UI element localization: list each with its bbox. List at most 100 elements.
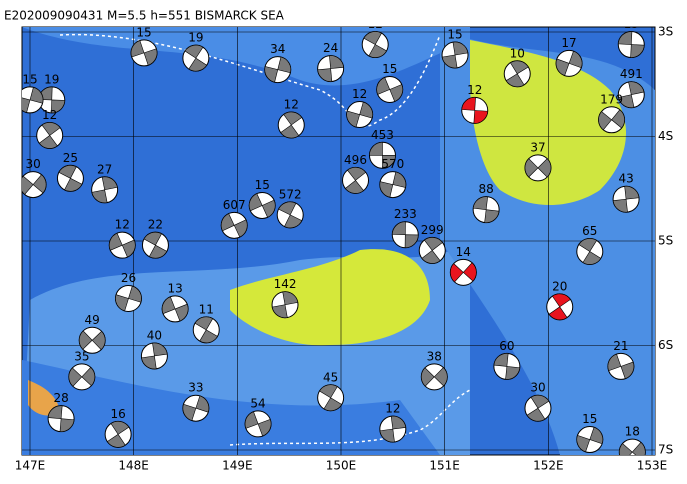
beachball bbox=[617, 31, 645, 59]
beachball bbox=[317, 384, 345, 412]
compression-quadrant bbox=[359, 101, 373, 119]
compression-quadrant bbox=[182, 403, 197, 421]
beachball bbox=[114, 284, 142, 312]
compression-quadrant bbox=[578, 238, 598, 252]
compression-quadrant bbox=[22, 97, 31, 113]
depth-label: 607 bbox=[223, 198, 246, 212]
compression-quadrant bbox=[47, 405, 63, 419]
beachball bbox=[220, 211, 248, 239]
compression-quadrant bbox=[617, 31, 633, 45]
compression-quadrant bbox=[271, 304, 288, 319]
compression-quadrant bbox=[509, 60, 529, 75]
compression-quadrant bbox=[530, 394, 550, 409]
depth-label: 15 bbox=[582, 412, 597, 426]
beachball bbox=[546, 293, 574, 321]
depth-label: 21 bbox=[613, 339, 628, 353]
depth-label: 11 bbox=[199, 302, 214, 316]
beachball bbox=[182, 44, 210, 72]
depth-label: 35 bbox=[74, 349, 89, 363]
compression-quadrant bbox=[576, 434, 591, 453]
compression-quadrant bbox=[329, 55, 344, 69]
compression-quadrant bbox=[628, 81, 645, 96]
compression-quadrant bbox=[607, 353, 622, 372]
compression-quadrant bbox=[161, 296, 176, 315]
beachball bbox=[346, 101, 374, 129]
compression-quadrant bbox=[376, 77, 391, 95]
depth-label: 28 bbox=[53, 391, 68, 405]
compression-quadrant bbox=[551, 293, 571, 308]
beachball bbox=[244, 410, 272, 438]
depth-label: 13 bbox=[167, 281, 182, 295]
compression-quadrant bbox=[368, 44, 387, 58]
compression-quadrant bbox=[582, 251, 602, 265]
y-tick-label: 7S bbox=[658, 443, 673, 457]
compression-quadrant bbox=[472, 196, 488, 210]
beachball bbox=[68, 363, 96, 391]
beachball bbox=[576, 426, 604, 454]
compression-quadrant bbox=[317, 68, 333, 82]
compression-quadrant bbox=[598, 111, 612, 131]
compression-quadrant bbox=[452, 41, 469, 56]
depth-label: 27 bbox=[97, 162, 112, 176]
compression-quadrant bbox=[524, 158, 539, 178]
depth-label: 38 bbox=[427, 349, 442, 363]
compression-quadrant bbox=[382, 155, 396, 169]
compression-quadrant bbox=[22, 175, 34, 195]
compression-quadrant bbox=[233, 219, 248, 238]
beachball bbox=[376, 75, 404, 103]
compression-quadrant bbox=[38, 135, 58, 149]
depth-label: 10 bbox=[510, 46, 525, 60]
depth-label: 22 bbox=[148, 218, 163, 232]
compression-quadrant bbox=[29, 87, 44, 104]
compression-quadrant bbox=[194, 316, 214, 331]
depth-label: 12 bbox=[42, 108, 57, 122]
depth-label: 12 bbox=[284, 98, 299, 112]
beachball bbox=[140, 342, 168, 370]
compression-quadrant bbox=[347, 167, 367, 181]
depth-label: 88 bbox=[478, 182, 493, 196]
compression-quadrant bbox=[390, 415, 407, 430]
compression-quadrant bbox=[261, 199, 276, 218]
beachball bbox=[161, 295, 189, 323]
beachball bbox=[36, 121, 64, 149]
depth-label: 233 bbox=[394, 207, 417, 221]
depth-label: 572 bbox=[279, 187, 302, 201]
compression-quadrant bbox=[248, 193, 263, 212]
map-title: E202009090431 M=5.5 h=551 BISMARCK SEA bbox=[4, 9, 285, 23]
compression-quadrant bbox=[346, 110, 361, 128]
compression-quadrant bbox=[195, 395, 210, 413]
compression-quadrant bbox=[184, 44, 204, 59]
compression-quadrant bbox=[484, 209, 500, 223]
depth-label: 17 bbox=[561, 36, 576, 50]
compression-quadrant bbox=[32, 174, 47, 194]
x-tick-label: 149E bbox=[222, 459, 253, 473]
beachball bbox=[368, 141, 396, 169]
depth-label: 12 bbox=[467, 83, 482, 97]
beachball bbox=[598, 106, 626, 134]
depth-label: 179 bbox=[600, 92, 623, 106]
compression-quadrant bbox=[537, 158, 552, 178]
compression-quadrant bbox=[128, 285, 142, 303]
compression-quadrant bbox=[244, 411, 259, 429]
depth-label: 45 bbox=[323, 370, 338, 384]
x-tick-label: 150E bbox=[326, 459, 357, 473]
compression-quadrant bbox=[152, 342, 168, 357]
beachball bbox=[264, 56, 292, 84]
compression-quadrant bbox=[379, 428, 395, 443]
beachball bbox=[524, 394, 552, 422]
depth-label: 60 bbox=[499, 339, 514, 353]
beachball bbox=[503, 60, 531, 88]
compression-quadrant bbox=[344, 179, 365, 194]
compression-quadrant bbox=[106, 433, 126, 448]
compression-quadrant bbox=[143, 231, 162, 246]
y-tick-label: 4S bbox=[658, 129, 673, 143]
beachball bbox=[461, 96, 489, 124]
compression-quadrant bbox=[115, 294, 129, 312]
depth-label: 15 bbox=[624, 17, 639, 31]
depth-label: 30 bbox=[25, 157, 40, 171]
depth-label: 15 bbox=[22, 72, 37, 86]
depth-label: 26 bbox=[121, 271, 136, 285]
depth-label: 12 bbox=[368, 17, 383, 31]
depth-label: 15 bbox=[255, 178, 270, 192]
compression-quadrant bbox=[174, 303, 189, 322]
